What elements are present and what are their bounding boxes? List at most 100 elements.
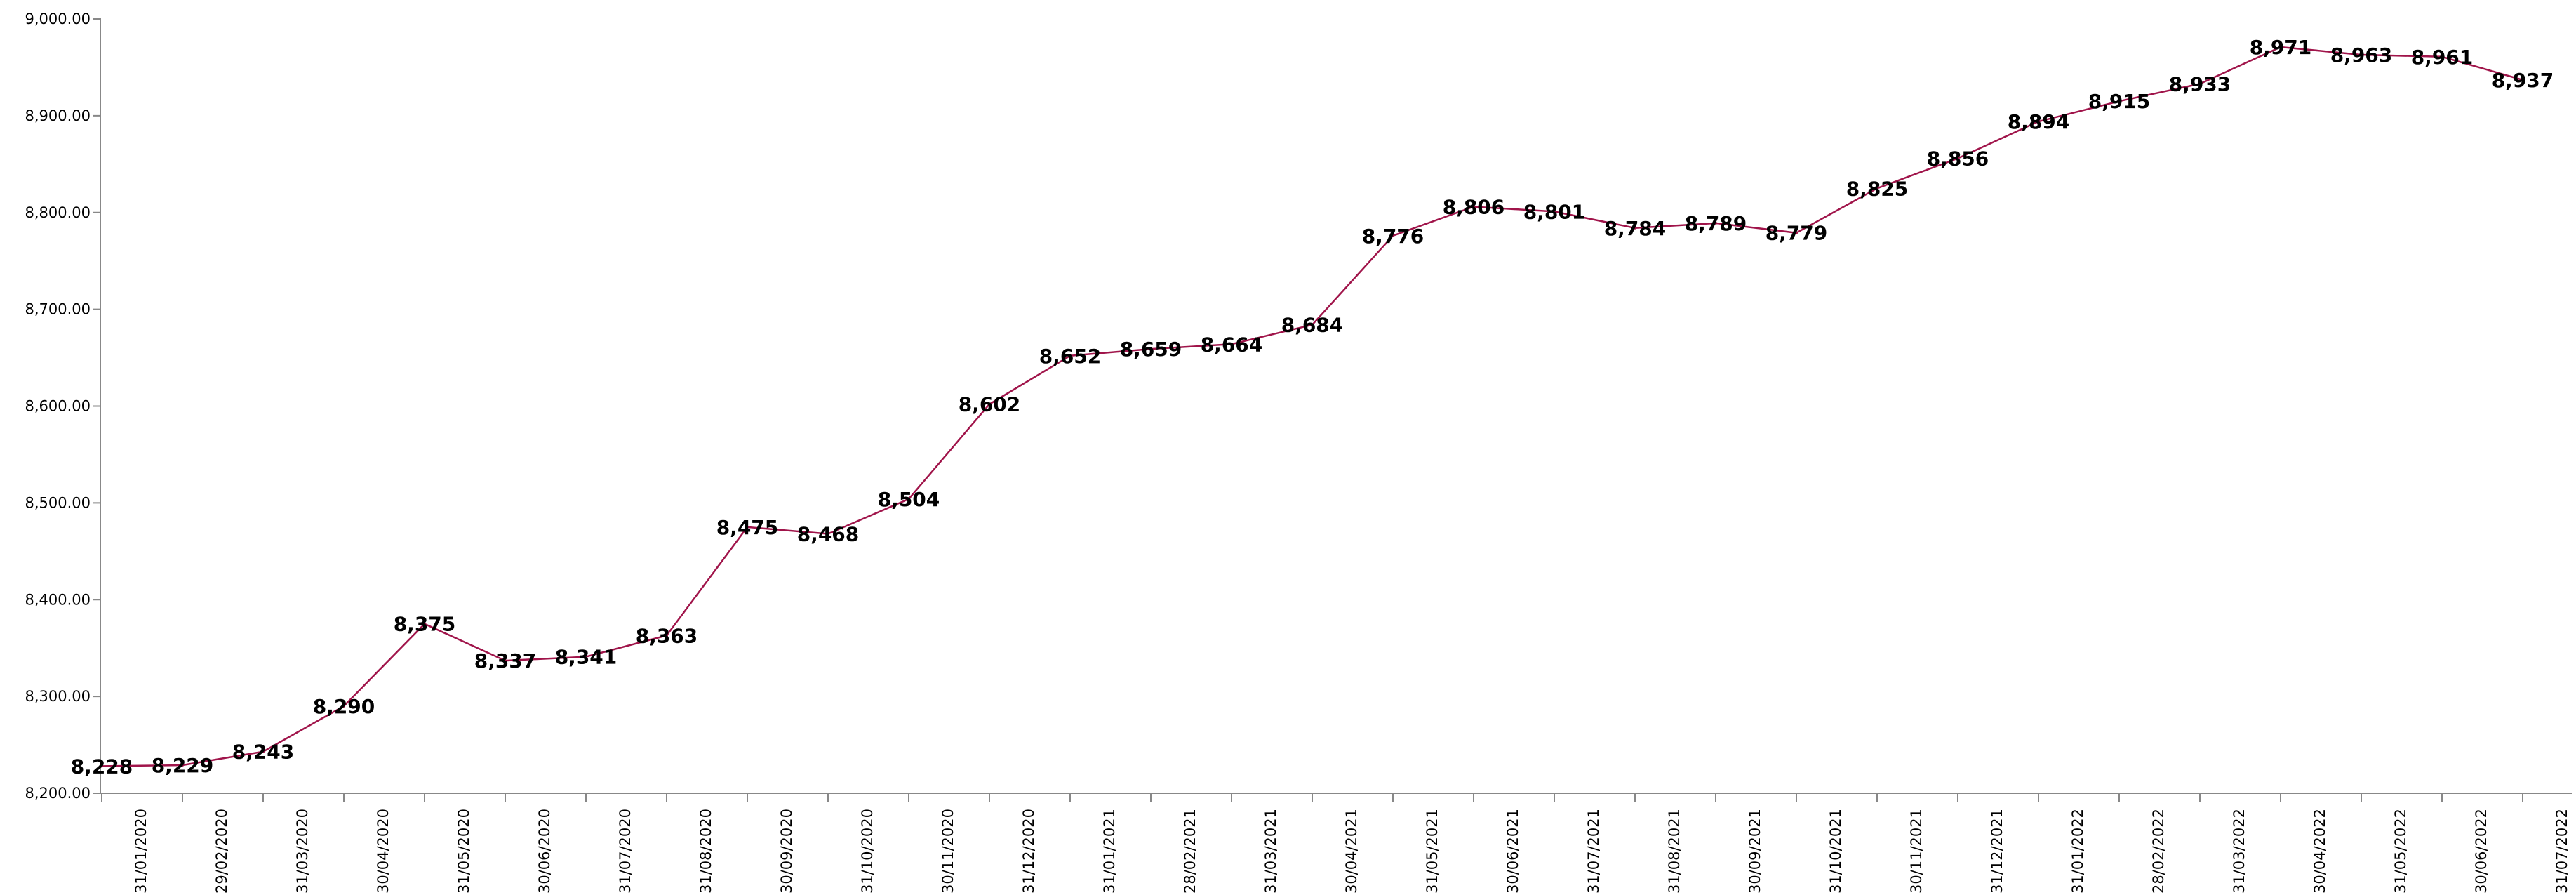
- data-point: [2521, 78, 2524, 81]
- x-tick-label: 30/11/2021: [1908, 809, 1925, 894]
- data-point: [907, 497, 910, 500]
- data-point: [665, 634, 668, 637]
- data-point: [2198, 82, 2201, 86]
- data-point: [1956, 157, 1959, 160]
- data-point: [1553, 210, 1556, 213]
- data-point: [342, 704, 345, 708]
- data-point: [2037, 120, 2040, 124]
- x-tick-label: 31/07/2021: [1585, 809, 1602, 894]
- data-point: [1472, 205, 1475, 208]
- x-axis: 31/01/2020 29/02/2020 31/03/2020 30/04/2020…: [100, 793, 2572, 894]
- y-tick-label: 8,200.00: [25, 785, 91, 802]
- data-label: 8,468: [797, 522, 860, 545]
- data-label: 8,664: [1201, 333, 1263, 356]
- x-tick-label: 30/04/2022: [2311, 809, 2328, 894]
- data-point: [1149, 347, 1152, 351]
- data-label: 8,337: [474, 649, 537, 672]
- data-label: 8,894: [2008, 110, 2070, 133]
- x-tick-label: 31/03/2021: [1262, 809, 1279, 894]
- data-label: 8,825: [1846, 177, 1909, 200]
- data-point: [1876, 187, 1878, 190]
- x-tick-label: 28/02/2021: [1182, 809, 1199, 894]
- data-label: 8,784: [1604, 217, 1667, 240]
- x-tick-label: 31/01/2022: [2069, 809, 2086, 894]
- data-point: [423, 622, 426, 625]
- y-tick-label: 8,300.00: [25, 688, 91, 705]
- series-line: [101, 46, 2523, 767]
- y-tick-label: 8,400.00: [25, 591, 91, 608]
- data-label: 8,229: [152, 754, 214, 777]
- data-point: [2118, 100, 2121, 103]
- data-point: [1230, 343, 1233, 346]
- y-tick-label: 8,800.00: [25, 204, 91, 221]
- data-label: 8,963: [2330, 44, 2393, 67]
- data-labels-group: 8,228 8,229 8,243 8,290 8,375 8,337 8,341 8,363…: [71, 36, 2554, 778]
- x-tick-label: 31/10/2020: [859, 809, 876, 894]
- y-tick-label: 8,600.00: [25, 398, 91, 415]
- data-point: [2441, 55, 2443, 58]
- y-tick-label: 9,000.00: [25, 11, 91, 27]
- x-tick-label: 30/09/2021: [1747, 809, 1763, 894]
- data-label: 8,806: [1443, 195, 1505, 218]
- x-tick-label: 31/07/2022: [2554, 809, 2570, 894]
- x-tick-label: 30/11/2020: [940, 809, 956, 894]
- data-label: 8,856: [1927, 147, 1989, 171]
- x-tick-label: 30/06/2020: [536, 809, 553, 894]
- x-tick-label: 29/02/2020: [213, 809, 230, 894]
- data-label: 8,779: [1766, 222, 1828, 245]
- x-tick-label: 31/05/2021: [1424, 809, 1441, 894]
- data-label: 8,659: [1120, 338, 1182, 361]
- x-tick-label: 31/12/2020: [1020, 809, 1037, 894]
- data-point: [988, 402, 991, 406]
- data-label: 8,290: [313, 695, 375, 718]
- y-tick-label: 8,900.00: [25, 107, 91, 124]
- data-point: [585, 655, 587, 658]
- x-tick-label: 28/02/2022: [2150, 809, 2167, 894]
- data-label: 8,937: [2492, 69, 2554, 92]
- x-tick-label: 30/06/2022: [2473, 809, 2490, 894]
- data-point: [746, 525, 749, 529]
- data-point: [262, 750, 265, 753]
- data-label: 8,341: [555, 646, 618, 669]
- data-point: [1795, 231, 1798, 234]
- data-point: [1634, 226, 1636, 230]
- x-tick-label: 31/07/2020: [617, 809, 634, 894]
- data-label: 8,915: [2088, 90, 2151, 113]
- y-tick-label: 8,500.00: [25, 494, 91, 511]
- series-line-group: [100, 45, 2524, 768]
- data-label: 8,933: [2169, 72, 2231, 95]
- data-label: 8,602: [959, 393, 1021, 416]
- x-tick-label: 30/04/2020: [375, 809, 392, 894]
- data-label: 8,504: [878, 488, 940, 511]
- data-point: [1714, 221, 1717, 225]
- data-point: [181, 764, 184, 767]
- data-label: 8,971: [2250, 36, 2312, 59]
- x-tick-label: 30/04/2021: [1343, 809, 1360, 894]
- data-point: [1069, 354, 1072, 357]
- x-tick-label: 31/08/2020: [698, 809, 714, 894]
- x-tick-label: 30/09/2020: [778, 809, 795, 894]
- x-tick-label: 31/05/2022: [2392, 809, 2409, 894]
- data-point: [1311, 323, 1314, 326]
- y-tick-label: 8,700.00: [25, 301, 91, 318]
- data-point: [100, 764, 103, 768]
- x-tick-label: 31/08/2021: [1666, 809, 1683, 894]
- data-label: 8,363: [636, 624, 698, 647]
- x-tick-label: 31/03/2022: [2231, 809, 2248, 894]
- x-tick-label: 31/12/2021: [1989, 809, 2006, 894]
- x-tick-label: 31/05/2020: [455, 809, 472, 894]
- data-point: [2279, 45, 2282, 48]
- data-label: 8,375: [394, 613, 456, 636]
- data-label: 8,228: [71, 755, 133, 778]
- data-label: 8,652: [1039, 345, 1102, 368]
- data-point: [827, 532, 829, 536]
- y-axis: 8,200.00 8,300.00 8,400.00 8,500.00 8,600.00…: [25, 11, 101, 802]
- x-tick-label: 31/01/2021: [1101, 809, 1118, 894]
- data-label: 8,961: [2411, 46, 2474, 69]
- data-label: 8,801: [1523, 200, 1586, 223]
- x-tick-label: 31/03/2020: [294, 809, 311, 894]
- data-label: 8,776: [1362, 225, 1424, 248]
- x-tick-label: 30/06/2021: [1504, 809, 1521, 894]
- data-label: 8,789: [1685, 212, 1747, 235]
